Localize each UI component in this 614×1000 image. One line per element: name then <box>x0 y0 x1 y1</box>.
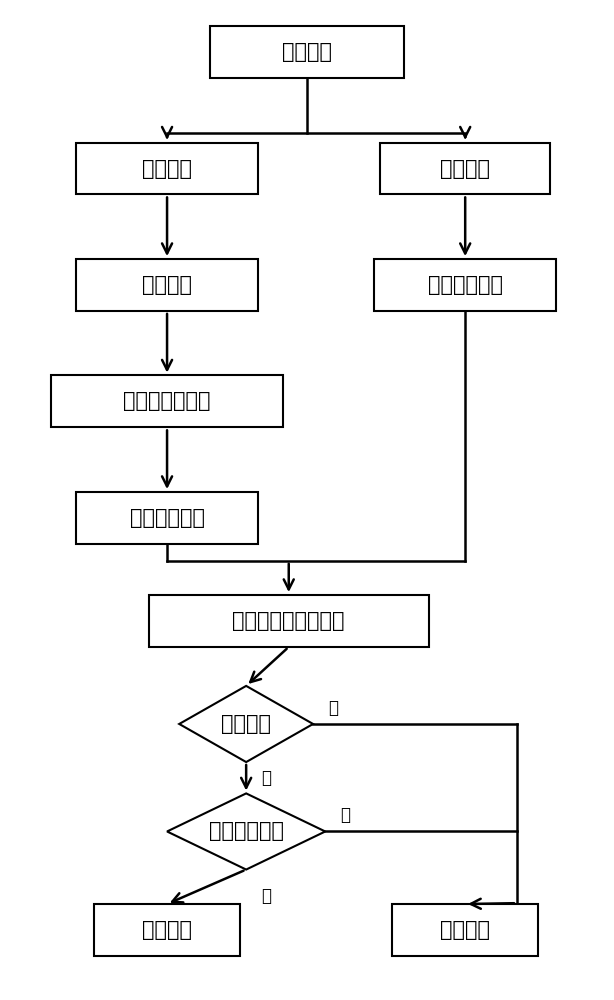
Polygon shape <box>167 793 325 870</box>
Text: 直线检测: 直线检测 <box>142 275 192 295</box>
Bar <box>76 259 258 311</box>
Bar <box>209 26 405 78</box>
Text: 轮廓提取及处理: 轮廓提取及处理 <box>123 391 211 411</box>
Text: 是: 是 <box>262 769 271 787</box>
Bar <box>76 143 258 194</box>
Text: 目标检测: 目标检测 <box>440 159 490 179</box>
Polygon shape <box>179 686 313 762</box>
Text: 语义分割: 语义分割 <box>142 159 192 179</box>
Text: 车位空余: 车位空余 <box>440 920 490 940</box>
Bar <box>94 904 240 956</box>
Text: 匹配成功: 匹配成功 <box>221 714 271 734</box>
Text: 图片输入: 图片输入 <box>282 42 332 62</box>
Bar <box>52 375 282 427</box>
Text: 车位位置保存: 车位位置保存 <box>130 508 204 528</box>
Text: 否: 否 <box>262 887 271 905</box>
Text: 车位占用: 车位占用 <box>142 920 192 940</box>
Text: 距离大于阈值: 距离大于阈值 <box>209 821 284 841</box>
Text: 是: 是 <box>341 806 351 824</box>
Text: 车辆位置保存: 车辆位置保存 <box>428 275 503 295</box>
Text: 车位与车辆位置匹配: 车位与车辆位置匹配 <box>233 611 345 631</box>
Text: 否: 否 <box>328 699 338 717</box>
Bar <box>76 492 258 544</box>
Bar <box>374 259 556 311</box>
Bar <box>380 143 550 194</box>
Bar <box>149 595 429 647</box>
Bar <box>392 904 538 956</box>
